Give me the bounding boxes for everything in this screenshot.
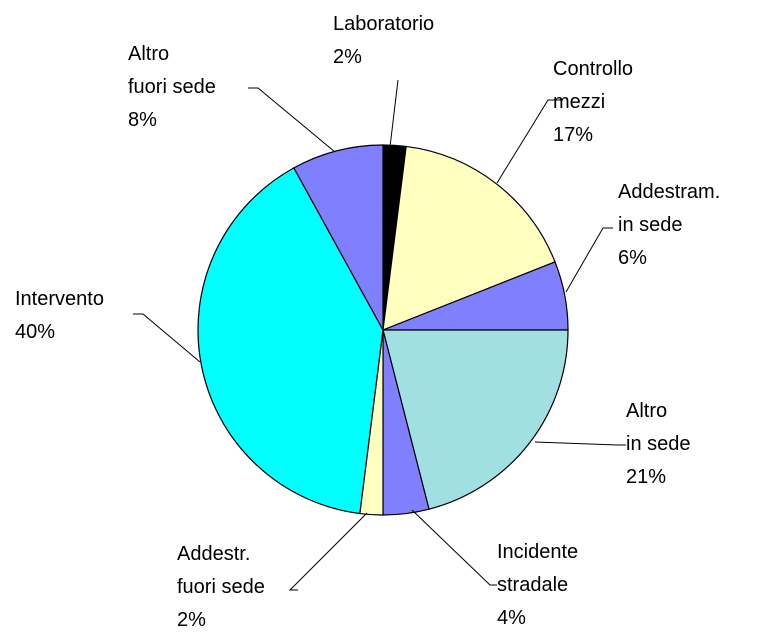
category-label: Incidente stradale (497, 541, 579, 596)
slice-label: Altro fuori sede 8% (128, 38, 216, 137)
value-label: 21% (626, 466, 667, 488)
value-label: 2% (177, 609, 206, 631)
category-label: Addestram. in sede (618, 181, 721, 236)
leader-line (288, 512, 368, 591)
value-label: 8% (128, 109, 157, 131)
category-label: Addestr. fuori sede (177, 543, 265, 598)
pie-slice (382, 145, 556, 331)
pie-slice (382, 329, 569, 510)
category-label: Altro fuori sede (128, 43, 216, 98)
category-label: Controllo mezzi (553, 58, 634, 113)
category-label: Altro in sede (626, 400, 691, 455)
slice-label: Laboratorio 2% (333, 8, 434, 74)
value-label: 4% (497, 607, 526, 629)
category-label: Intervento (15, 288, 104, 310)
leader-line (411, 509, 497, 586)
leader-line (248, 87, 336, 153)
slice-label: Addestr. fuori sede 2% (177, 538, 265, 632)
slice-label: Intervento 40% (15, 283, 104, 349)
pie-slice (293, 144, 384, 331)
leader-line (389, 79, 399, 148)
value-label: 6% (618, 247, 647, 269)
leader-line (496, 99, 563, 184)
leader-line (133, 313, 201, 363)
slice-label: Altro in sede 21% (626, 395, 691, 494)
leader-line (534, 441, 626, 446)
value-label: 40% (15, 321, 56, 343)
category-label: Laboratorio (333, 13, 435, 35)
slice-label: Addestram. in sede 6% (618, 176, 720, 275)
value-label: 17% (553, 124, 594, 146)
value-label: 2% (333, 46, 362, 68)
leader-line (565, 227, 613, 293)
slice-label: Incidente stradale 4% (497, 536, 578, 632)
pie-slice (197, 167, 384, 515)
slice-label: Controllo mezzi 17% (553, 53, 633, 152)
